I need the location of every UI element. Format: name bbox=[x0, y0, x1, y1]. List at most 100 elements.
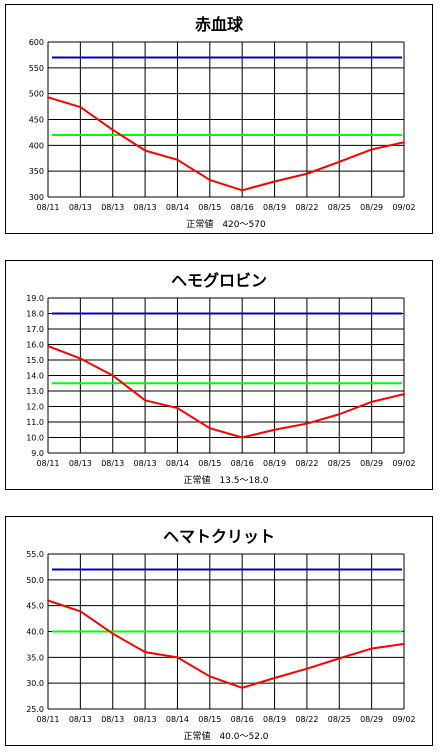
x-tick-label: 08/29 bbox=[360, 459, 383, 468]
y-tick-label: 16.0 bbox=[26, 341, 44, 350]
series-line bbox=[47, 96, 405, 192]
data-point bbox=[176, 407, 179, 410]
x-tick-label: 08/15 bbox=[198, 715, 221, 724]
x-tick-label: 08/14 bbox=[166, 203, 189, 212]
data-point bbox=[176, 158, 179, 161]
chart-panel-hematocrit: ヘマトクリット 25.0 30.0 35.0 40.0 45.0 50.0 55.0 08/1… bbox=[5, 516, 433, 746]
normal-range-label: 正常値 420〜570 bbox=[186, 218, 266, 230]
y-tick-label: 9.0 bbox=[31, 449, 44, 458]
x-tick-label: 08/15 bbox=[198, 459, 221, 468]
x-tick-label: 08/13 bbox=[69, 459, 92, 468]
data-point bbox=[176, 656, 179, 659]
y-tick-label: 35.0 bbox=[26, 653, 44, 662]
data-point bbox=[79, 106, 82, 109]
x-tick-label: 08/15 bbox=[198, 203, 221, 212]
data-point bbox=[47, 96, 49, 99]
x-tick-label: 08/16 bbox=[231, 459, 254, 468]
y-tick-label: 17.0 bbox=[26, 325, 44, 334]
data-point bbox=[208, 427, 211, 430]
data-point bbox=[305, 667, 308, 670]
data-point bbox=[111, 374, 114, 377]
y-tick-label: 12.0 bbox=[26, 403, 44, 412]
data-point bbox=[79, 610, 82, 613]
x-tick-label: 08/13 bbox=[69, 715, 92, 724]
normal-range-label: 正常値 13.5〜18.0 bbox=[183, 474, 268, 486]
data-point bbox=[79, 357, 82, 360]
data-point bbox=[144, 651, 147, 654]
y-tick-label: 55.0 bbox=[26, 550, 44, 559]
data-point bbox=[241, 436, 244, 439]
data-point bbox=[273, 428, 276, 431]
data-point bbox=[338, 657, 341, 660]
x-tick-label: 08/13 bbox=[134, 203, 157, 212]
data-point bbox=[241, 686, 244, 689]
x-tick-label: 08/25 bbox=[328, 203, 351, 212]
x-tick-label: 08/13 bbox=[134, 459, 157, 468]
data-point bbox=[273, 180, 276, 183]
x-tick-label: 08/29 bbox=[360, 715, 383, 724]
data-point bbox=[403, 642, 405, 645]
chart-panel-hemoglobin: ヘモグロビン 9.0 10.0 11.0 12.0 13.0 14.0 15.0 16.0 17… bbox=[5, 260, 433, 490]
y-tick-label: 40.0 bbox=[26, 628, 44, 637]
chart-title: ヘモグロビン bbox=[170, 271, 267, 290]
data-point bbox=[273, 677, 276, 679]
y-tick-label: 45.0 bbox=[26, 602, 44, 611]
data-point bbox=[403, 141, 405, 144]
data-point bbox=[111, 632, 114, 635]
y-tick-label: 550 bbox=[29, 64, 44, 73]
series-line bbox=[47, 345, 405, 439]
data-point bbox=[403, 393, 405, 396]
chart-rbc: 300 350 400 450 500 550 600 08/11 08/13 08/13 08/1… bbox=[29, 38, 416, 230]
data-point bbox=[305, 172, 308, 175]
x-tick-label: 08/22 bbox=[295, 203, 318, 212]
x-tick-label: 08/11 bbox=[36, 715, 59, 724]
data-point bbox=[47, 345, 49, 348]
x-tick-label: 09/02 bbox=[392, 715, 415, 724]
y-tick-label: 300 bbox=[29, 193, 44, 202]
y-tick-label: 30.0 bbox=[26, 679, 44, 688]
y-tick-label: 14.0 bbox=[26, 372, 44, 381]
data-point bbox=[111, 128, 114, 131]
data-point bbox=[208, 675, 211, 678]
normal-range-label: 正常値 40.0〜52.0 bbox=[183, 730, 268, 742]
x-tick-label: 09/02 bbox=[392, 459, 415, 468]
x-tick-label: 08/29 bbox=[360, 203, 383, 212]
data-point bbox=[305, 422, 308, 425]
x-tick-label: 08/13 bbox=[101, 459, 124, 468]
x-tick-label: 08/16 bbox=[231, 715, 254, 724]
x-tick-label: 08/13 bbox=[69, 203, 92, 212]
data-point bbox=[338, 413, 341, 416]
chart-title: 赤血球 bbox=[194, 15, 243, 34]
y-tick-label: 500 bbox=[29, 90, 44, 99]
data-point bbox=[47, 599, 49, 602]
y-tick-label: 10.0 bbox=[26, 434, 44, 443]
chart-panel-rbc: 赤血球 300 350 400 450 500 550 600 08/11 08/13 08/13… bbox=[5, 4, 433, 234]
x-tick-label: 08/11 bbox=[36, 203, 59, 212]
y-tick-label: 13.0 bbox=[26, 387, 44, 396]
x-tick-label: 08/22 bbox=[295, 715, 318, 724]
x-tick-label: 08/19 bbox=[263, 459, 286, 468]
y-tick-label: 350 bbox=[29, 167, 44, 176]
chart-hematocrit: 25.0 30.0 35.0 40.0 45.0 50.0 55.0 08/11 08/13 08… bbox=[26, 550, 415, 742]
data-point bbox=[208, 178, 211, 181]
x-tick-label: 08/16 bbox=[231, 203, 254, 212]
x-tick-label: 08/14 bbox=[166, 715, 189, 724]
chart-title: ヘマトクリット bbox=[162, 527, 275, 546]
y-tick-label: 400 bbox=[29, 141, 44, 150]
x-tick-label: 08/25 bbox=[328, 715, 351, 724]
series-line bbox=[47, 599, 405, 689]
x-tick-label: 08/13 bbox=[101, 203, 124, 212]
data-point bbox=[370, 400, 373, 403]
y-tick-label: 19.0 bbox=[26, 294, 44, 303]
chart-hemoglobin: 9.0 10.0 11.0 12.0 13.0 14.0 15.0 16.0 17.0 18.0 1… bbox=[26, 294, 415, 486]
data-point bbox=[144, 399, 147, 402]
data-point bbox=[144, 149, 147, 152]
y-tick-label: 25.0 bbox=[26, 705, 44, 714]
y-tick-label: 450 bbox=[29, 116, 44, 125]
y-tick-label: 18.0 bbox=[26, 310, 44, 319]
data-point bbox=[370, 647, 373, 650]
y-tick-label: 50.0 bbox=[26, 576, 44, 585]
x-tick-label: 09/02 bbox=[392, 203, 415, 212]
x-tick-label: 08/22 bbox=[295, 459, 318, 468]
y-tick-label: 15.0 bbox=[26, 356, 44, 365]
